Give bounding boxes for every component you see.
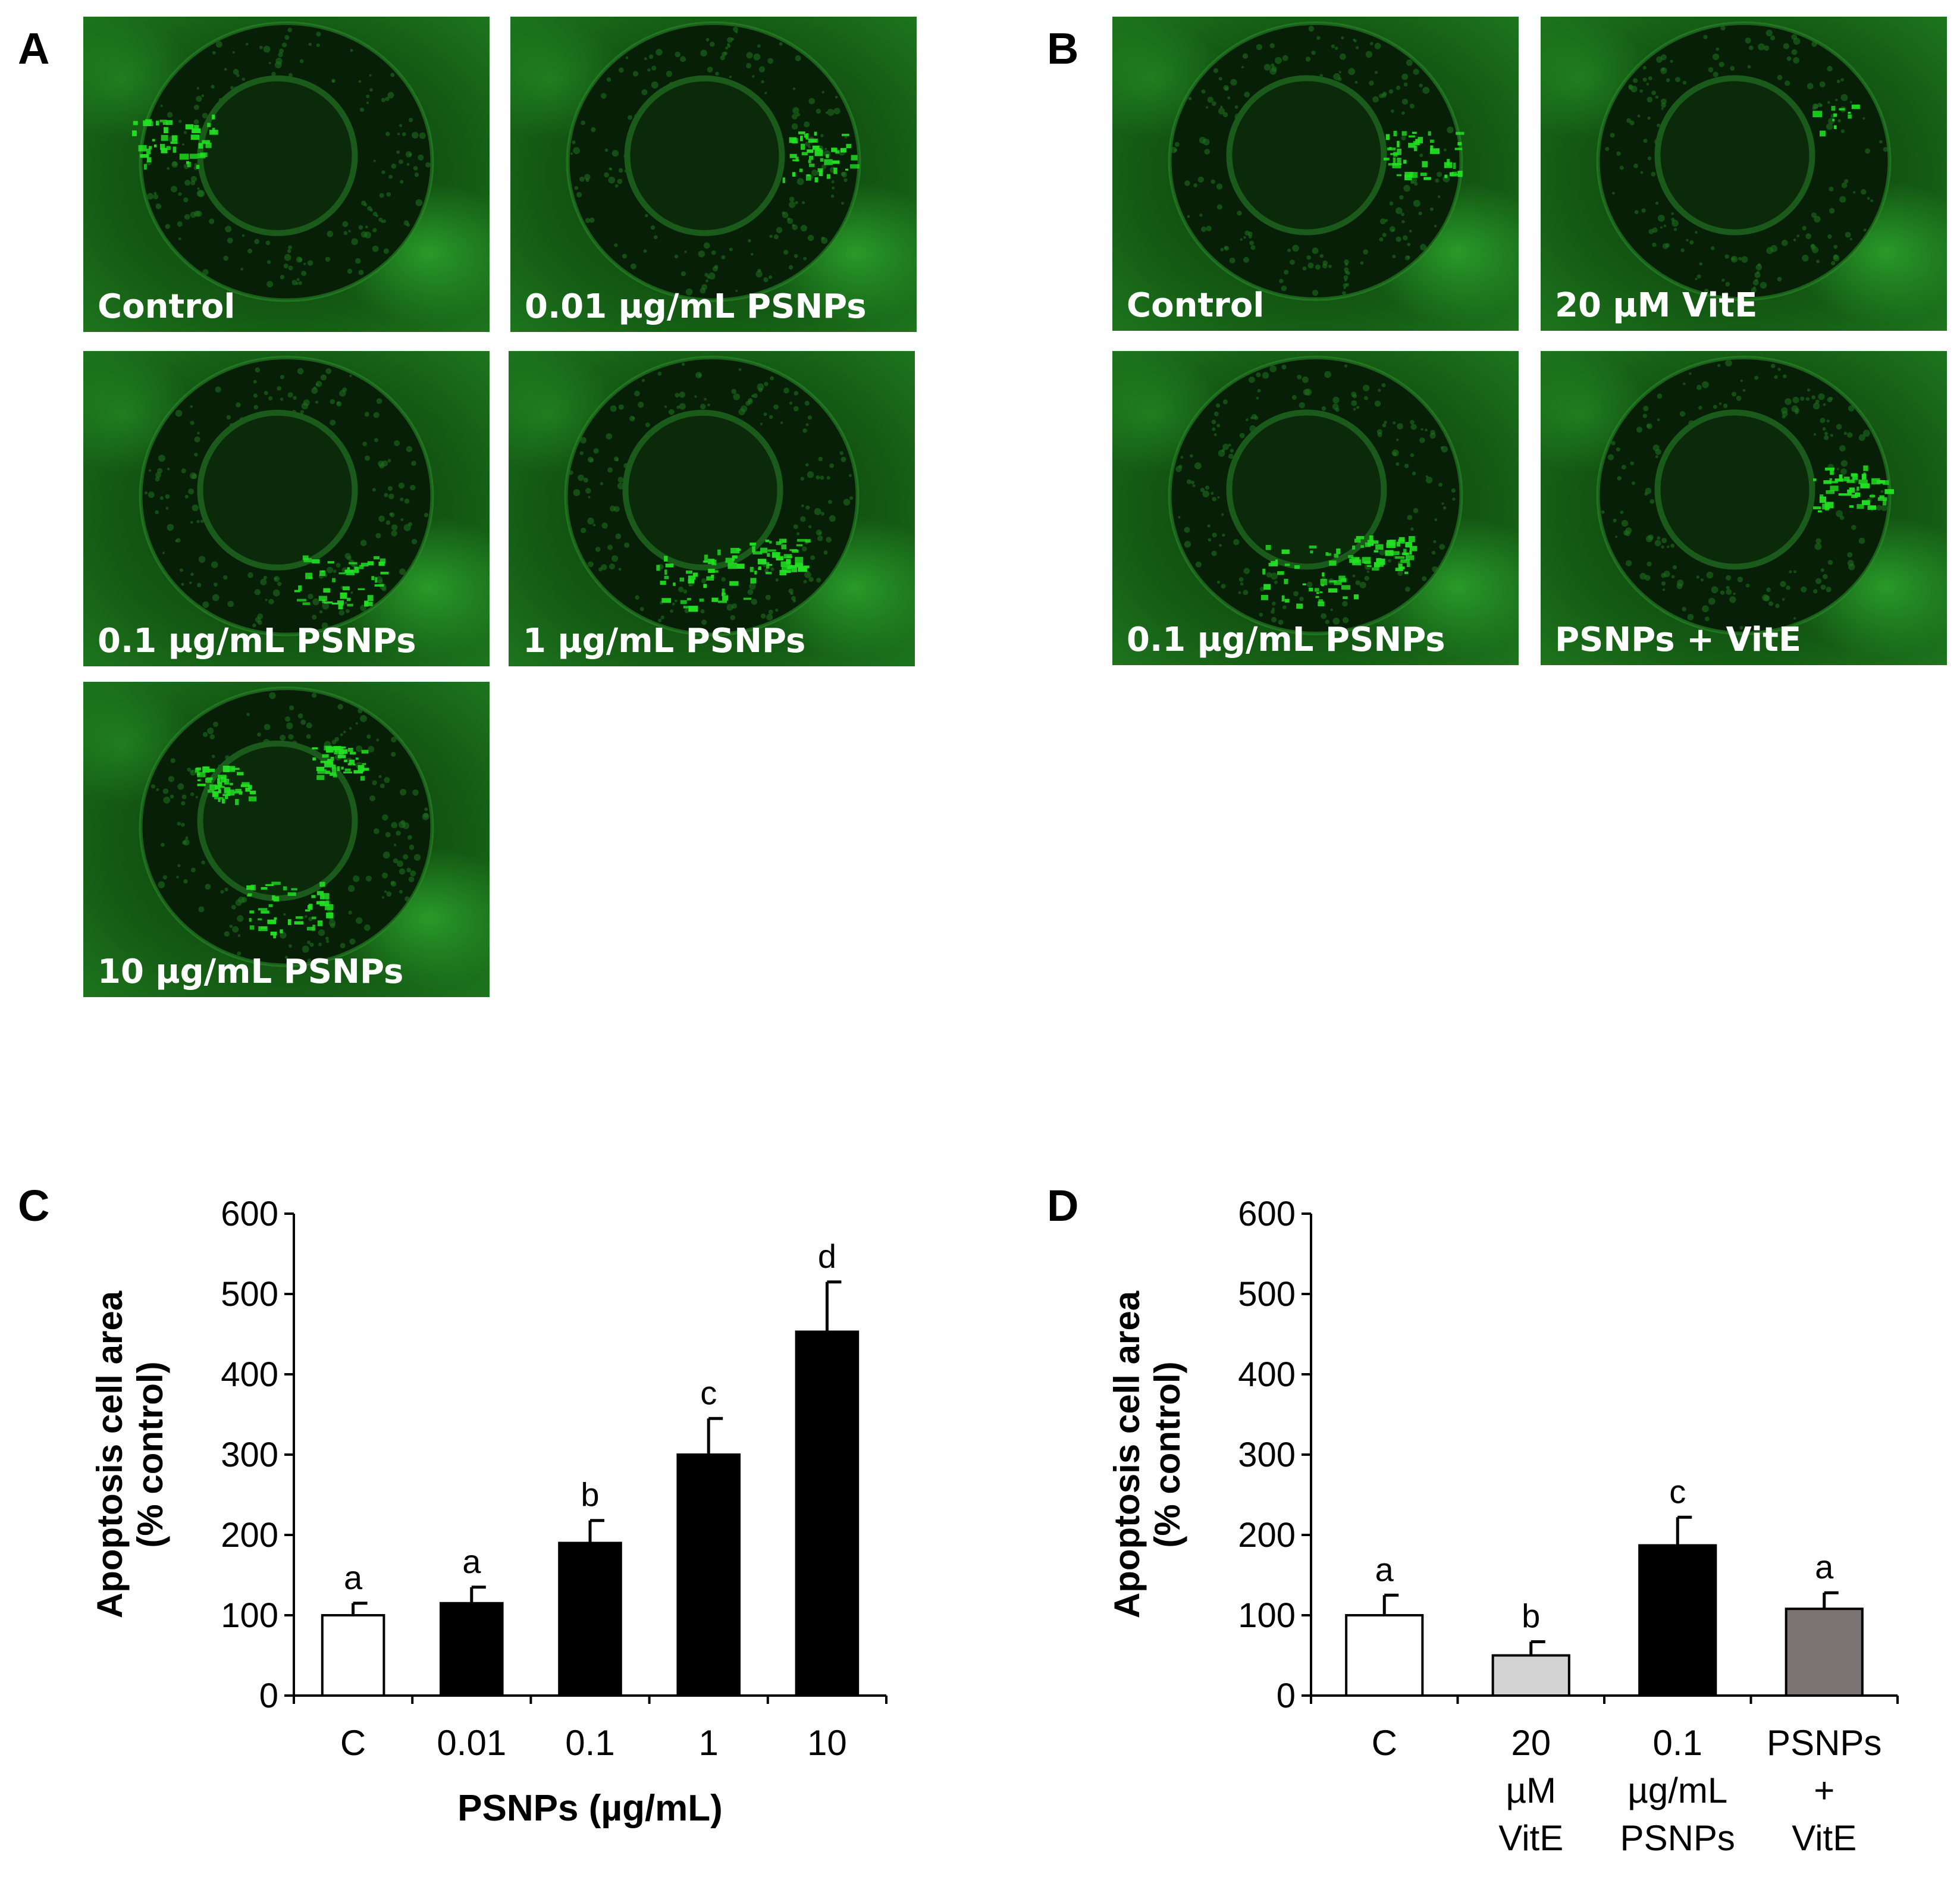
- y-axis-title-unit: (% control): [130, 1361, 170, 1547]
- category-label: µM: [1506, 1771, 1556, 1810]
- category-label: 0.01: [437, 1723, 506, 1763]
- category-label: 1: [699, 1723, 719, 1763]
- y-tick-label: 400: [221, 1355, 278, 1394]
- y-tick-label: 600: [1238, 1195, 1296, 1233]
- y-axis-title: Apoptosis cell area: [1107, 1290, 1147, 1618]
- micrograph-label: 1 µg/mL PSNPs: [523, 622, 806, 660]
- micrograph-b-psnps: 0.1 µg/mL PSNPs: [1112, 351, 1519, 665]
- bar: [1785, 1608, 1864, 1697]
- chart-d: 0 100 200 300 400 500 600 a Cb 20 µM VitE c 0.1 µg/mL P…: [1107, 1195, 1899, 1858]
- y-tick-label: 500: [1238, 1275, 1296, 1314]
- micrograph-a-1: 1 µg/mL PSNPs: [509, 351, 915, 666]
- significance-label: c: [1669, 1472, 1686, 1510]
- y-tick-label: 600: [221, 1195, 278, 1233]
- panel-letter-d: D: [1047, 1181, 1079, 1230]
- micrograph-a-001: 0.01 µg/mL PSNPs: [510, 17, 917, 332]
- category-label: C: [1372, 1723, 1397, 1763]
- bar: [795, 1330, 860, 1697]
- bar: [676, 1453, 741, 1697]
- micrograph-label: Control: [98, 287, 236, 326]
- y-tick-label: 400: [1238, 1355, 1296, 1394]
- eye-image: [83, 682, 490, 997]
- bar: [321, 1614, 385, 1697]
- category-label: 0.1: [1653, 1723, 1702, 1763]
- significance-label: b: [581, 1476, 599, 1514]
- eye-image: [1541, 351, 1947, 665]
- category-label: PSNPs: [1620, 1818, 1735, 1858]
- significance-label: a: [1815, 1548, 1834, 1586]
- significance-label: c: [700, 1374, 717, 1411]
- significance-label: a: [344, 1559, 363, 1596]
- category-label: 0.1: [565, 1723, 614, 1763]
- y-tick-label: 300: [221, 1436, 278, 1474]
- micrograph-a-control: Control: [83, 17, 490, 332]
- significance-label: a: [462, 1543, 481, 1580]
- y-tick-label: 100: [1238, 1596, 1296, 1635]
- bar: [558, 1541, 622, 1697]
- category-label: µg/mL: [1627, 1771, 1727, 1810]
- y-tick-label: 200: [221, 1516, 278, 1555]
- significance-label: d: [818, 1237, 836, 1275]
- bar: [1638, 1544, 1717, 1697]
- panel-letter-a: A: [18, 24, 50, 73]
- micrograph-label: 0.1 µg/mL PSNPs: [98, 622, 416, 660]
- significance-label: a: [1375, 1550, 1394, 1588]
- category-label: C: [340, 1723, 366, 1763]
- eye-image: [1112, 351, 1519, 665]
- bar: [440, 1602, 504, 1697]
- y-tick-label: 500: [221, 1275, 278, 1314]
- micrograph-a-01: 0.1 µg/mL PSNPs: [83, 351, 490, 666]
- y-tick-label: 300: [1238, 1436, 1296, 1474]
- chart-c: 0 100 200 300 400 500 600 a Ca 0.01 b 0.1 c 1 d 10 Apopt…: [90, 1195, 888, 1829]
- micrograph-label: PSNPs + VitE: [1555, 621, 1802, 659]
- category-label: 10: [807, 1723, 847, 1763]
- y-tick-label: 100: [221, 1596, 278, 1635]
- micrograph-label: 10 µg/mL PSNPs: [98, 952, 404, 991]
- eye-image: [510, 17, 917, 332]
- y-tick-label: 200: [1238, 1516, 1296, 1555]
- eye-image: [1541, 17, 1947, 331]
- y-axis-title: Apoptosis cell area: [90, 1290, 130, 1618]
- micrograph-b-psnps-vite: PSNPs + VitE: [1541, 351, 1947, 665]
- category-label: PSNPs: [1767, 1723, 1881, 1763]
- category-label: VitE: [1792, 1818, 1856, 1858]
- category-label: +: [1814, 1771, 1834, 1810]
- eye-image: [83, 17, 490, 332]
- eye-image: [509, 351, 915, 666]
- bar: [1345, 1614, 1424, 1697]
- micrograph-b-vite: 20 µM VitE: [1541, 17, 1947, 331]
- y-tick-label: 0: [1277, 1677, 1296, 1715]
- micrograph-a-10: 10 µg/mL PSNPs: [83, 682, 490, 997]
- eye-image: [1112, 17, 1519, 331]
- panel-letter-b: B: [1047, 24, 1079, 73]
- bar: [1491, 1654, 1570, 1697]
- y-axis-title-unit: (% control): [1147, 1361, 1187, 1547]
- eye-image: [83, 351, 490, 666]
- x-axis-title: PSNPs (µg/mL): [457, 1788, 723, 1829]
- micrograph-label: 0.01 µg/mL PSNPs: [525, 287, 867, 326]
- micrograph-b-control: Control: [1112, 17, 1519, 331]
- micrograph-label: Control: [1127, 286, 1265, 325]
- category-label: 20: [1511, 1723, 1551, 1763]
- micrograph-label: 20 µM VitE: [1555, 286, 1758, 325]
- panel-letter-c: C: [18, 1181, 50, 1230]
- micrograph-label: 0.1 µg/mL PSNPs: [1127, 621, 1445, 659]
- y-tick-label: 0: [259, 1677, 278, 1715]
- category-label: VitE: [1498, 1818, 1563, 1858]
- significance-label: b: [1522, 1597, 1540, 1635]
